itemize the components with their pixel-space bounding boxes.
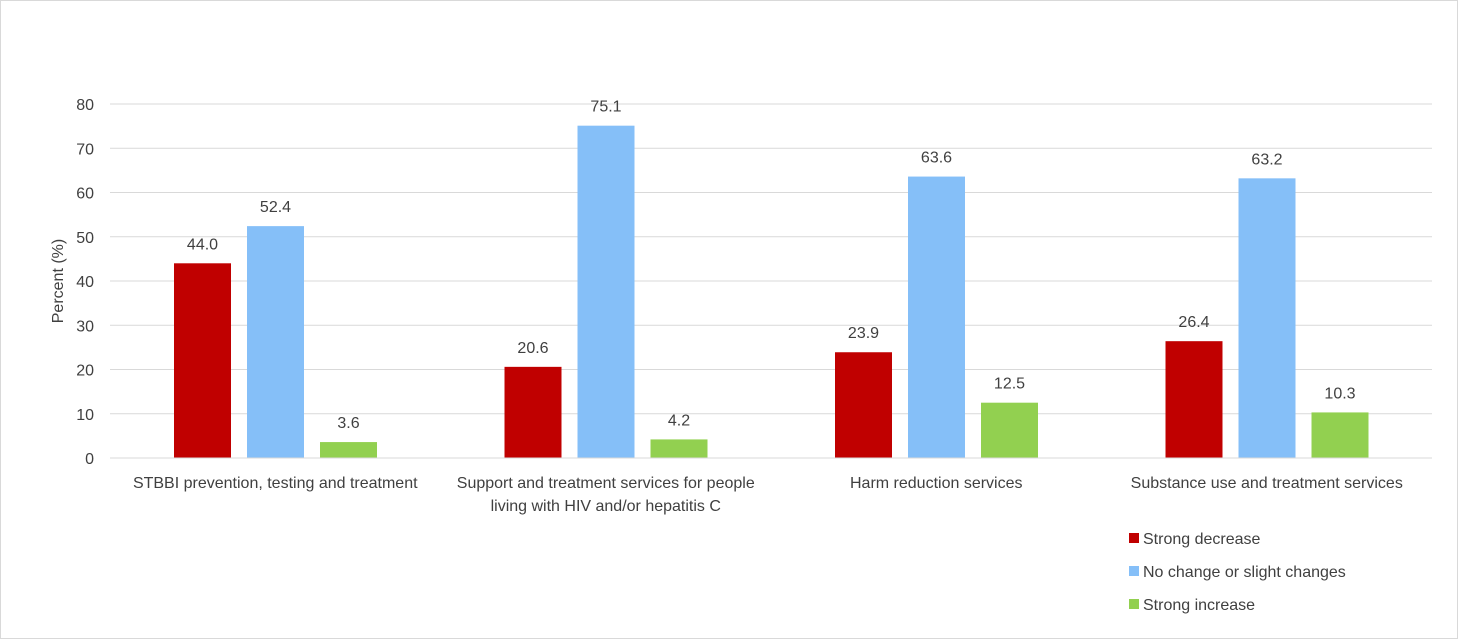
y-tick-label: 40: [76, 274, 94, 291]
data-label: 20.6: [517, 340, 548, 357]
bar-strong-increase: [1311, 412, 1369, 458]
y-tick-label: 0: [85, 451, 94, 468]
data-label: 12.5: [994, 376, 1025, 393]
y-axis-ticks: 0 10 20 30 40 50 60 70 80: [76, 97, 94, 468]
data-labels: 44.0 20.6 23.9 26.4 52.4 75.1 63.6 63.2 3.6 4.2 12…: [187, 99, 1356, 432]
legend-swatch: [1129, 599, 1139, 609]
bar-strong-increase: [650, 439, 708, 458]
data-label: 63.2: [1251, 151, 1282, 168]
y-tick-label: 80: [76, 97, 94, 114]
data-label: 44.0: [187, 236, 218, 253]
data-label: 63.6: [921, 150, 952, 167]
y-tick-label: 50: [76, 230, 94, 247]
bar-strong-decrease: [504, 366, 562, 458]
bar-no-change-or-slight-changes: [247, 226, 304, 458]
x-axis-categories: STBBI prevention, testing and treatment S…: [133, 475, 1403, 515]
legend-swatch: [1129, 533, 1139, 543]
legend: Strong decrease No change or slight chang…: [1129, 531, 1346, 614]
y-tick-label: 10: [76, 407, 94, 424]
gridlines: [110, 103, 1432, 415]
y-tick-label: 70: [76, 141, 94, 158]
bar-strong-increase: [320, 442, 377, 458]
y-axis-title: Percent (%): [50, 239, 67, 323]
bar-strong-decrease: [174, 263, 231, 458]
data-label: 10.3: [1324, 385, 1355, 402]
legend-label: Strong increase: [1143, 597, 1255, 614]
x-category-label: living with HIV and/or hepatitis C: [491, 498, 721, 515]
data-label: 23.9: [848, 325, 879, 342]
bar-no-change-or-slight-changes: [577, 125, 635, 459]
legend-label: No change or slight changes: [1143, 564, 1346, 581]
x-category-label: Substance use and treatment services: [1131, 475, 1403, 492]
data-label: 3.6: [337, 415, 359, 432]
bar-strong-decrease: [835, 352, 892, 458]
bar-strong-increase: [981, 402, 1038, 458]
x-category-label: Support and treatment services for peopl…: [457, 475, 755, 492]
bars: [174, 125, 1369, 459]
x-category-label: STBBI prevention, testing and treatment: [133, 475, 418, 492]
y-tick-label: 30: [76, 318, 94, 335]
y-tick-label: 20: [76, 363, 94, 380]
data-label: 4.2: [668, 412, 690, 429]
data-label: 75.1: [590, 99, 621, 116]
data-label: 52.4: [260, 199, 291, 216]
bar-no-change-or-slight-changes: [1238, 178, 1296, 458]
y-tick-label: 60: [76, 186, 94, 203]
bar-strong-decrease: [1165, 341, 1223, 458]
bar-no-change-or-slight-changes: [908, 176, 965, 458]
data-label: 26.4: [1178, 314, 1209, 331]
x-category-label: Harm reduction services: [850, 475, 1023, 492]
legend-swatch: [1129, 566, 1139, 576]
legend-label: Strong decrease: [1143, 531, 1261, 548]
